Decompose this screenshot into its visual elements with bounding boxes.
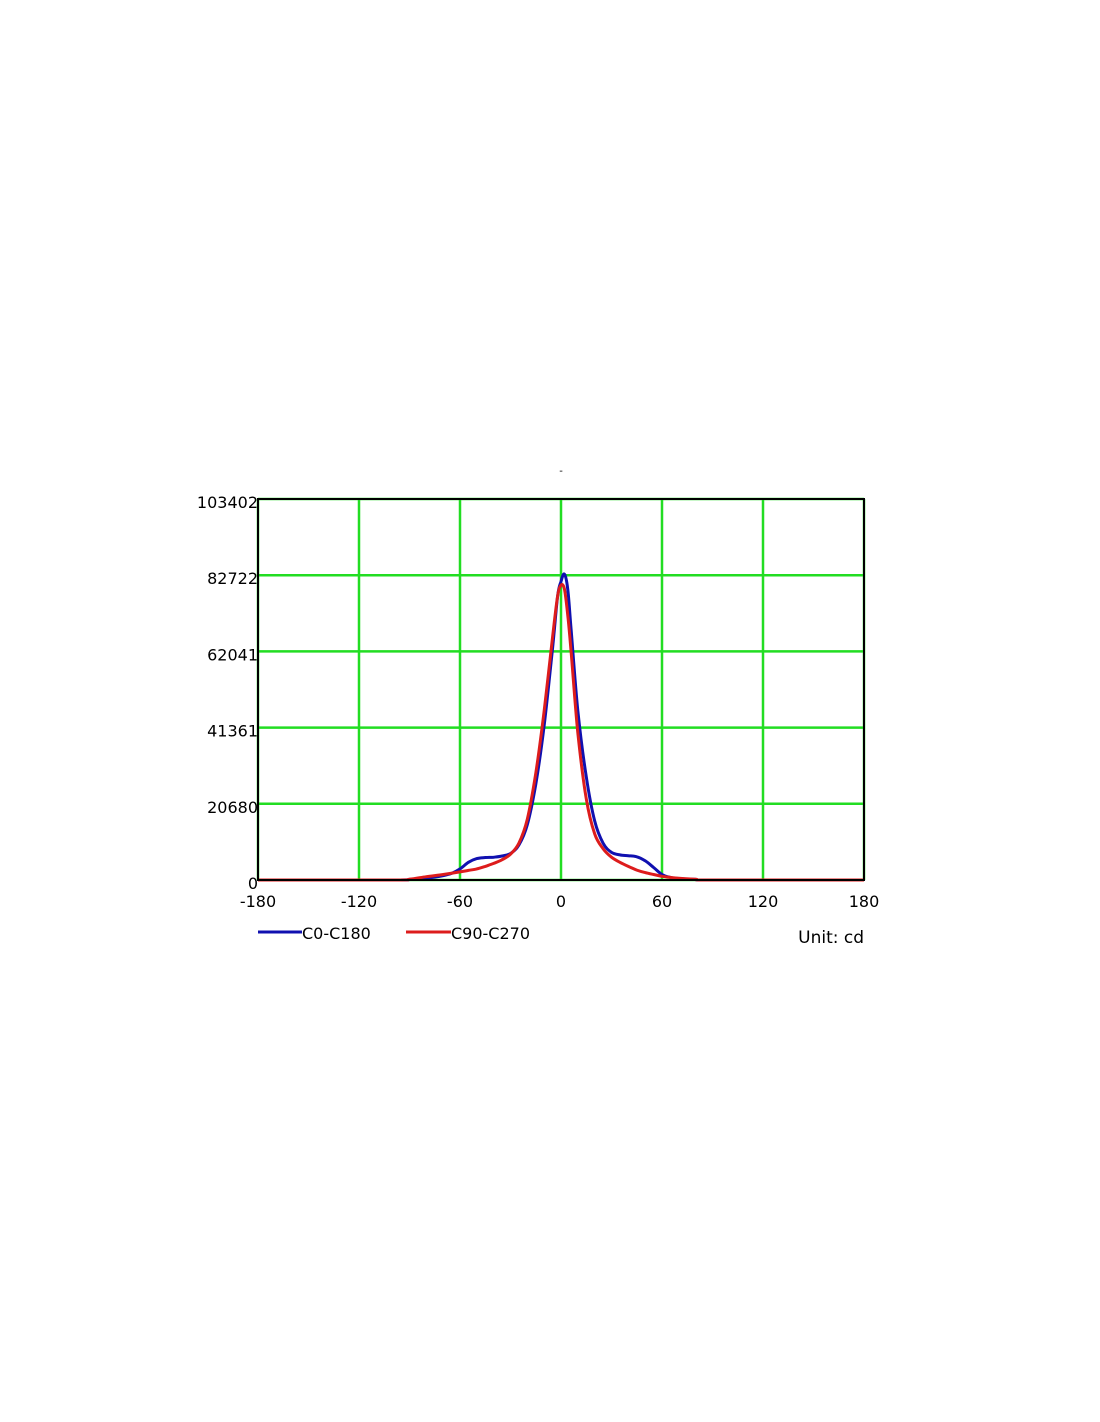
y-tick-label: 20680 xyxy=(207,798,258,817)
x-tick-label: 0 xyxy=(556,892,566,911)
y-tick-label: 82722 xyxy=(207,569,258,588)
unit-label: Unit: cd xyxy=(798,928,864,948)
series-layer xyxy=(258,572,864,882)
y-tick-label: 0 xyxy=(248,874,258,893)
plot-frame xyxy=(257,498,865,881)
legend-label-c90-c270: C90-C270 xyxy=(451,924,530,943)
x-tick-label: -180 xyxy=(240,892,276,911)
axis-layer: -180 -120 -60 0 60 120 180 0 20680 41361 62041 8272… xyxy=(197,493,879,911)
y-tick-label: 62041 xyxy=(207,645,258,664)
x-tick-label: 120 xyxy=(748,892,779,911)
y-tick-label: 41361 xyxy=(207,722,258,741)
legend: C0-C180 C90-C270 xyxy=(258,924,530,943)
y-tick-label: 103402 xyxy=(197,493,258,512)
x-tick-label: -120 xyxy=(341,892,377,911)
top-marker: - xyxy=(559,466,563,477)
x-tick-label: 60 xyxy=(652,892,672,911)
legend-label-c0-c180: C0-C180 xyxy=(302,924,371,943)
series-line-c0-c180 xyxy=(258,572,864,882)
x-tick-label: 180 xyxy=(849,892,880,911)
x-tick-label: -60 xyxy=(447,892,473,911)
series-line-c90-c270 xyxy=(258,583,864,882)
